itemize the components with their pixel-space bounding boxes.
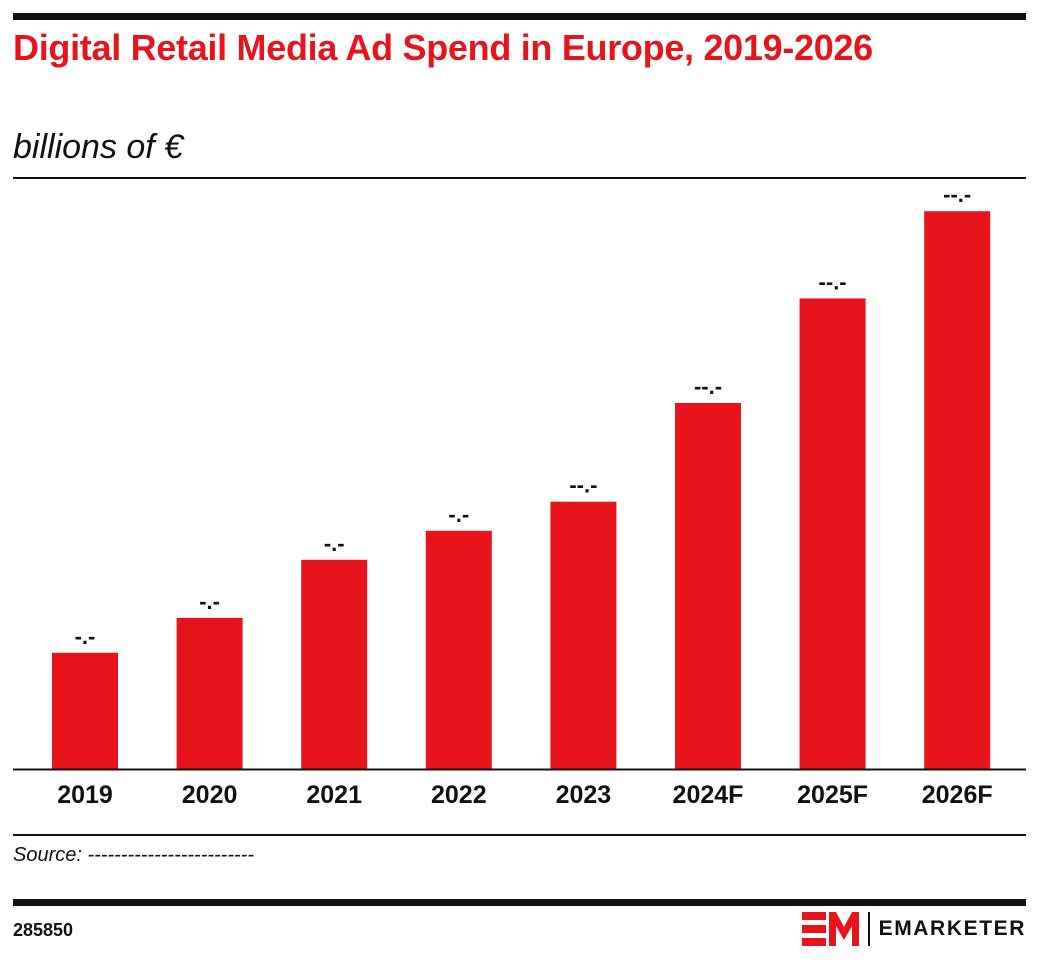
data-label-2019: -.- bbox=[75, 624, 96, 649]
top-rule bbox=[13, 13, 1026, 20]
x-tick-label-2021: 2021 bbox=[306, 781, 362, 809]
bar-2025F bbox=[799, 298, 866, 769]
chart-subtitle: billions of € bbox=[13, 128, 184, 166]
data-label-2022: -.- bbox=[448, 502, 469, 527]
x-tick-label-2023: 2023 bbox=[556, 781, 612, 809]
data-label-2023: --.- bbox=[569, 473, 597, 498]
em-logo-icon bbox=[801, 912, 859, 946]
chart-title: Digital Retail Media Ad Spend in Europe,… bbox=[13, 27, 873, 68]
data-label-2026F: --.- bbox=[943, 182, 971, 207]
source-rule bbox=[13, 834, 1026, 836]
x-tick-label-2020: 2020 bbox=[182, 781, 238, 809]
source-note: Source: ------------------------- bbox=[13, 844, 254, 866]
bar-2019 bbox=[52, 652, 118, 769]
bar-2023 bbox=[550, 501, 617, 769]
data-label-2021: -.- bbox=[324, 531, 345, 556]
data-label-2020: -.- bbox=[199, 589, 220, 614]
x-tick-label-2025F: 2025F bbox=[797, 781, 868, 809]
bar-2020 bbox=[176, 617, 243, 769]
bar-2026F bbox=[924, 211, 991, 769]
x-tick-label-2026F: 2026F bbox=[922, 781, 993, 809]
bar-2024F bbox=[675, 403, 741, 769]
x-tick-label-2022: 2022 bbox=[431, 781, 487, 809]
bar-chart: -.- 2019 -.- 2020 -.- 2021 -.- 2022 --.- 2023 --.-… bbox=[13, 182, 1026, 809]
bar-2021 bbox=[301, 559, 368, 769]
bar-2022 bbox=[425, 530, 492, 769]
brand-logo: EMARKETER bbox=[801, 911, 1026, 947]
chart-id: 285850 bbox=[13, 920, 74, 940]
data-label-2025F: --.- bbox=[819, 269, 847, 294]
header-rule bbox=[13, 177, 1026, 179]
x-tick-label-2019: 2019 bbox=[57, 781, 113, 809]
data-label-2024F: --.- bbox=[694, 374, 722, 399]
brand-name: EMARKETER bbox=[878, 917, 1026, 940]
bottom-rule bbox=[13, 899, 1026, 906]
brand-separator bbox=[867, 912, 870, 946]
x-tick-label-2024F: 2024F bbox=[673, 781, 744, 809]
